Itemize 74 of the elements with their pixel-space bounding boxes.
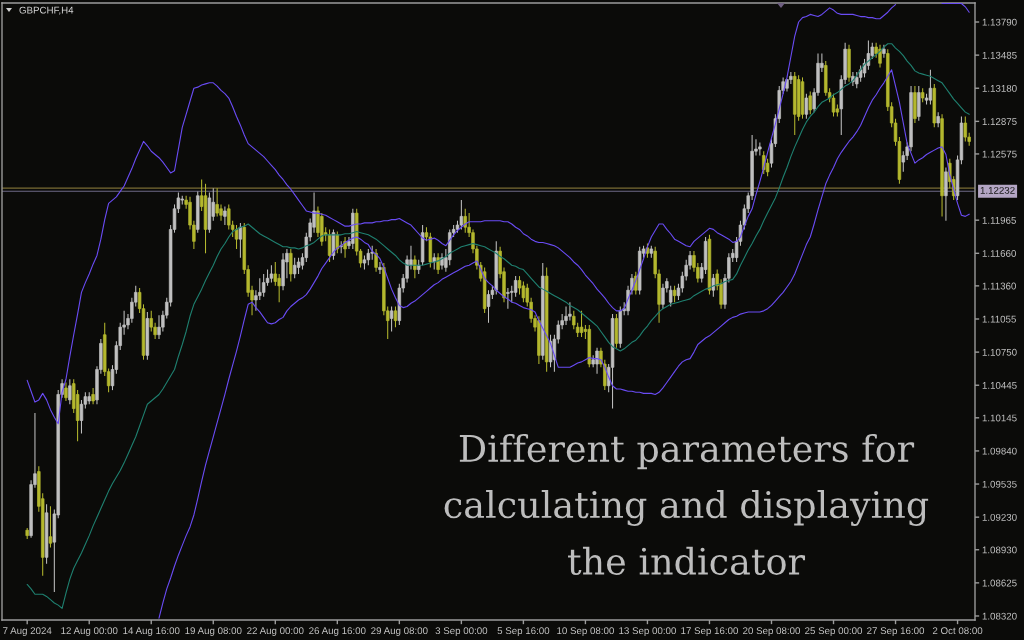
candlestick <box>808 90 812 115</box>
candlestick <box>878 44 882 69</box>
y-tick-label: 1.13790 <box>982 18 1017 26</box>
candlestick <box>901 150 905 173</box>
candlestick <box>882 44 886 59</box>
candlestick <box>215 187 219 217</box>
line-series <box>158 69 970 619</box>
candlestick <box>91 387 95 405</box>
y-tick-label: 1.11360 <box>982 282 1016 290</box>
y-tick-label: 1.10445 <box>982 381 1017 389</box>
candlestick <box>789 71 793 85</box>
y-tick-label: 1.13485 <box>982 51 1017 59</box>
candlestick <box>48 505 53 549</box>
x-tick-label: 26 Aug 16:00 <box>309 627 366 637</box>
y-tick-label: 1.13180 <box>982 84 1017 92</box>
x-tick-label: 5 Sep 16:00 <box>497 627 550 637</box>
line-series <box>26 43 970 609</box>
candlestick <box>374 248 378 273</box>
y-tick-label: 1.12875 <box>982 118 1017 125</box>
x-tick-label: 17 Sep 16:00 <box>681 627 738 637</box>
x-tick-label: 27 Sep 16:00 <box>867 627 925 637</box>
candlestick <box>486 289 491 324</box>
candlestick <box>261 273 266 298</box>
annotation: Different parameters for calculating and displaying the indicator <box>444 433 929 576</box>
candlestick <box>64 382 68 402</box>
candlestick <box>393 305 398 328</box>
candlestick <box>68 378 72 405</box>
chart-title: GBPCHF,H4 <box>19 6 74 15</box>
ref-line-label: 1.12232 <box>980 186 1015 194</box>
candlestick <box>223 206 227 226</box>
x-tick-label: 2 Oct 08:00 <box>932 627 983 635</box>
candlestick <box>459 199 464 230</box>
candlestick <box>963 115 968 142</box>
y-tick-label: 1.08930 <box>982 546 1017 554</box>
candlestick <box>389 305 394 332</box>
x-tick-label: 20 Sep 08:00 <box>743 627 801 637</box>
candlestick <box>378 261 382 275</box>
y-tick-label: 1.09535 <box>982 480 1017 488</box>
candlestick <box>944 166 948 222</box>
candlestick <box>413 254 417 279</box>
candlestick <box>292 257 297 279</box>
y-tick-label: 1.10145 <box>982 414 1017 422</box>
y-tick-label: 1.11660 <box>982 250 1016 257</box>
x-tick-label: 12 Aug 00:00 <box>61 627 118 637</box>
x-tick-label: 13 Sep 00:00 <box>619 627 676 637</box>
y-tick-label: 1.09840 <box>982 447 1017 455</box>
x-tick-label: 25 Sep 00:00 <box>805 627 863 637</box>
y-tick-label: 1.08625 <box>982 579 1017 587</box>
candlestick <box>157 314 161 340</box>
candlestick <box>595 347 599 375</box>
candlestick <box>506 287 510 310</box>
candlestick <box>564 305 568 326</box>
x-tick-label: 29 Aug 08:00 <box>371 627 428 637</box>
y-tick-label: 1.10750 <box>982 348 1017 356</box>
x-tick-label: 7 Aug 2024 <box>3 627 52 637</box>
candlestick <box>79 399 84 435</box>
candlestick <box>568 301 572 322</box>
y-tick-label: 1.08320 <box>982 612 1017 620</box>
x-tick-label: 19 Aug 08:00 <box>185 627 242 637</box>
y-tick-label: 1.12575 <box>982 150 1017 158</box>
candlestick <box>513 275 518 298</box>
y-tick-label: 1.11055 <box>982 315 1016 323</box>
x-tick-label: 22 Aug 00:00 <box>247 627 304 637</box>
x-tick-label: 14 Aug 16:00 <box>123 627 180 637</box>
x-tick-label: 3 Sep 00:00 <box>435 627 488 637</box>
x-tick-label: 10 Sep 08:00 <box>557 627 614 637</box>
candlestick <box>436 252 440 275</box>
candlestick <box>289 248 293 283</box>
candlestick <box>273 261 277 287</box>
y-tick-label: 1.11965 <box>982 216 1016 224</box>
candlestick <box>758 142 762 157</box>
candlestick <box>668 285 673 308</box>
candlestick <box>917 85 921 122</box>
y-tick-label: 1.09230 <box>982 513 1017 521</box>
